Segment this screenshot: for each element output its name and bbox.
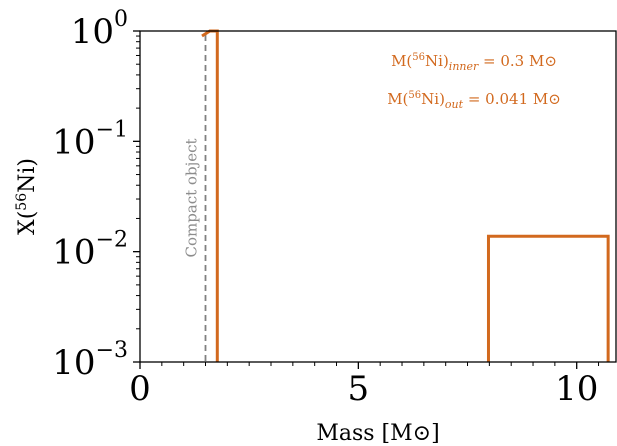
ni56-mass-annotation-2: M(56Ni)out = 0.041 M⊙ xyxy=(387,90,561,111)
ni56-profile-segment-1 xyxy=(201,29,219,362)
y-tick-label: 10−1 xyxy=(52,117,128,162)
y-tick-label: 10−3 xyxy=(52,338,128,383)
plot-area-frame xyxy=(139,30,617,363)
y-tick-label: 10−2 xyxy=(52,228,128,273)
y-tick-label: 100 xyxy=(71,7,128,52)
x-tick-label: 0 xyxy=(129,369,151,409)
ni56-mass-annotation-1: M(56Ni)inner = 0.3 M⊙ xyxy=(391,52,557,73)
x-tick-label: 5 xyxy=(348,369,370,409)
x-tick-label: 10 xyxy=(555,369,598,409)
y-axis-label: X(56Ni) xyxy=(14,158,40,235)
axis-ticks: 0 5 10 10−3 10−2 10−1 100 xyxy=(52,7,600,409)
ni56-profile-segment-2 xyxy=(486,234,610,362)
plot-marks: Compact object xyxy=(183,29,610,362)
x-axis-label: Mass [M⊙] xyxy=(316,421,439,446)
annotations: M(56Ni)inner = 0.3 M⊙ M(56Ni)out = 0.041 … xyxy=(387,52,561,111)
compact-object-label: Compact object xyxy=(183,138,201,257)
